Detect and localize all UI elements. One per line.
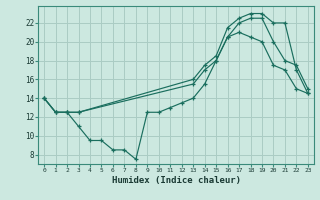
X-axis label: Humidex (Indice chaleur): Humidex (Indice chaleur) <box>111 176 241 185</box>
